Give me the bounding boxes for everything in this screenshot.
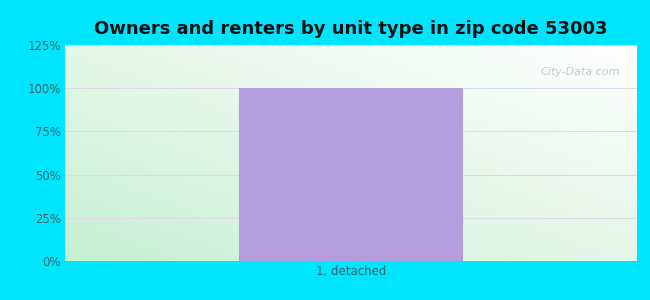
- Text: City-Data.com: City-Data.com: [540, 67, 620, 76]
- Bar: [239, 88, 463, 261]
- Title: Owners and renters by unit type in zip code 53003: Owners and renters by unit type in zip c…: [94, 20, 608, 38]
